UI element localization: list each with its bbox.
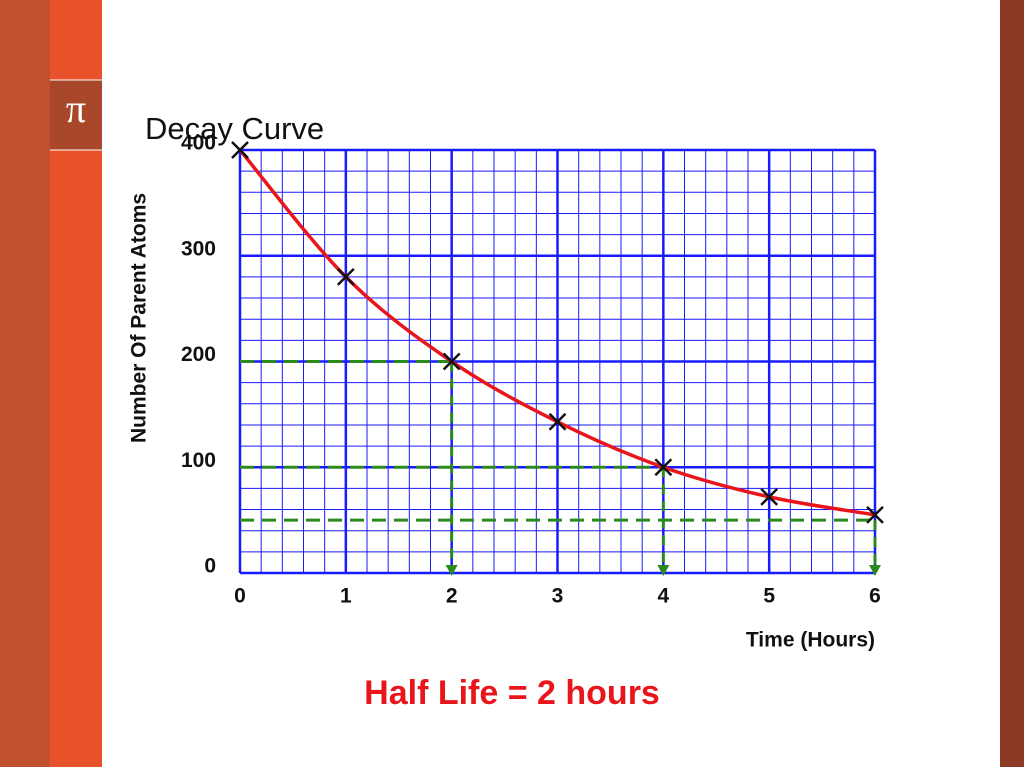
y-tick-label: 300 <box>181 237 216 260</box>
x-tick-label: 1 <box>340 585 352 608</box>
x-axis-label: Time (Hours) <box>746 629 875 652</box>
guide-arrow <box>657 565 670 576</box>
y-tick-label: 0 <box>204 555 216 578</box>
marker <box>866 505 884 524</box>
side-bar-right <box>1000 0 1024 767</box>
x-tick-label: 0 <box>234 585 246 608</box>
y-tick-label: 400 <box>181 132 216 155</box>
x-tick-label: 3 <box>552 585 564 608</box>
icon: π <box>66 86 86 131</box>
marker <box>231 141 249 159</box>
guide-arrow <box>869 565 881 576</box>
x-tick-label: 2 <box>446 585 458 608</box>
y-tick-label: 100 <box>181 449 216 472</box>
x-tick-label: 4 <box>657 585 669 608</box>
x-tick-label: 5 <box>763 585 775 608</box>
x-tick-label: 6 <box>869 585 881 608</box>
y-tick-label: 200 <box>181 343 216 366</box>
marker <box>654 458 673 477</box>
chart-title: Decay Curve <box>145 111 324 146</box>
side-bar-dark <box>0 0 50 767</box>
marker <box>548 412 567 431</box>
icon-box <box>50 80 102 150</box>
marker <box>336 268 355 286</box>
marker <box>442 352 461 371</box>
annotation: Half Life = 2 hours <box>364 674 660 712</box>
guide-arrow <box>445 565 458 576</box>
y-axis-label: Number Of Parent Atoms <box>128 193 151 443</box>
marker <box>760 487 779 506</box>
